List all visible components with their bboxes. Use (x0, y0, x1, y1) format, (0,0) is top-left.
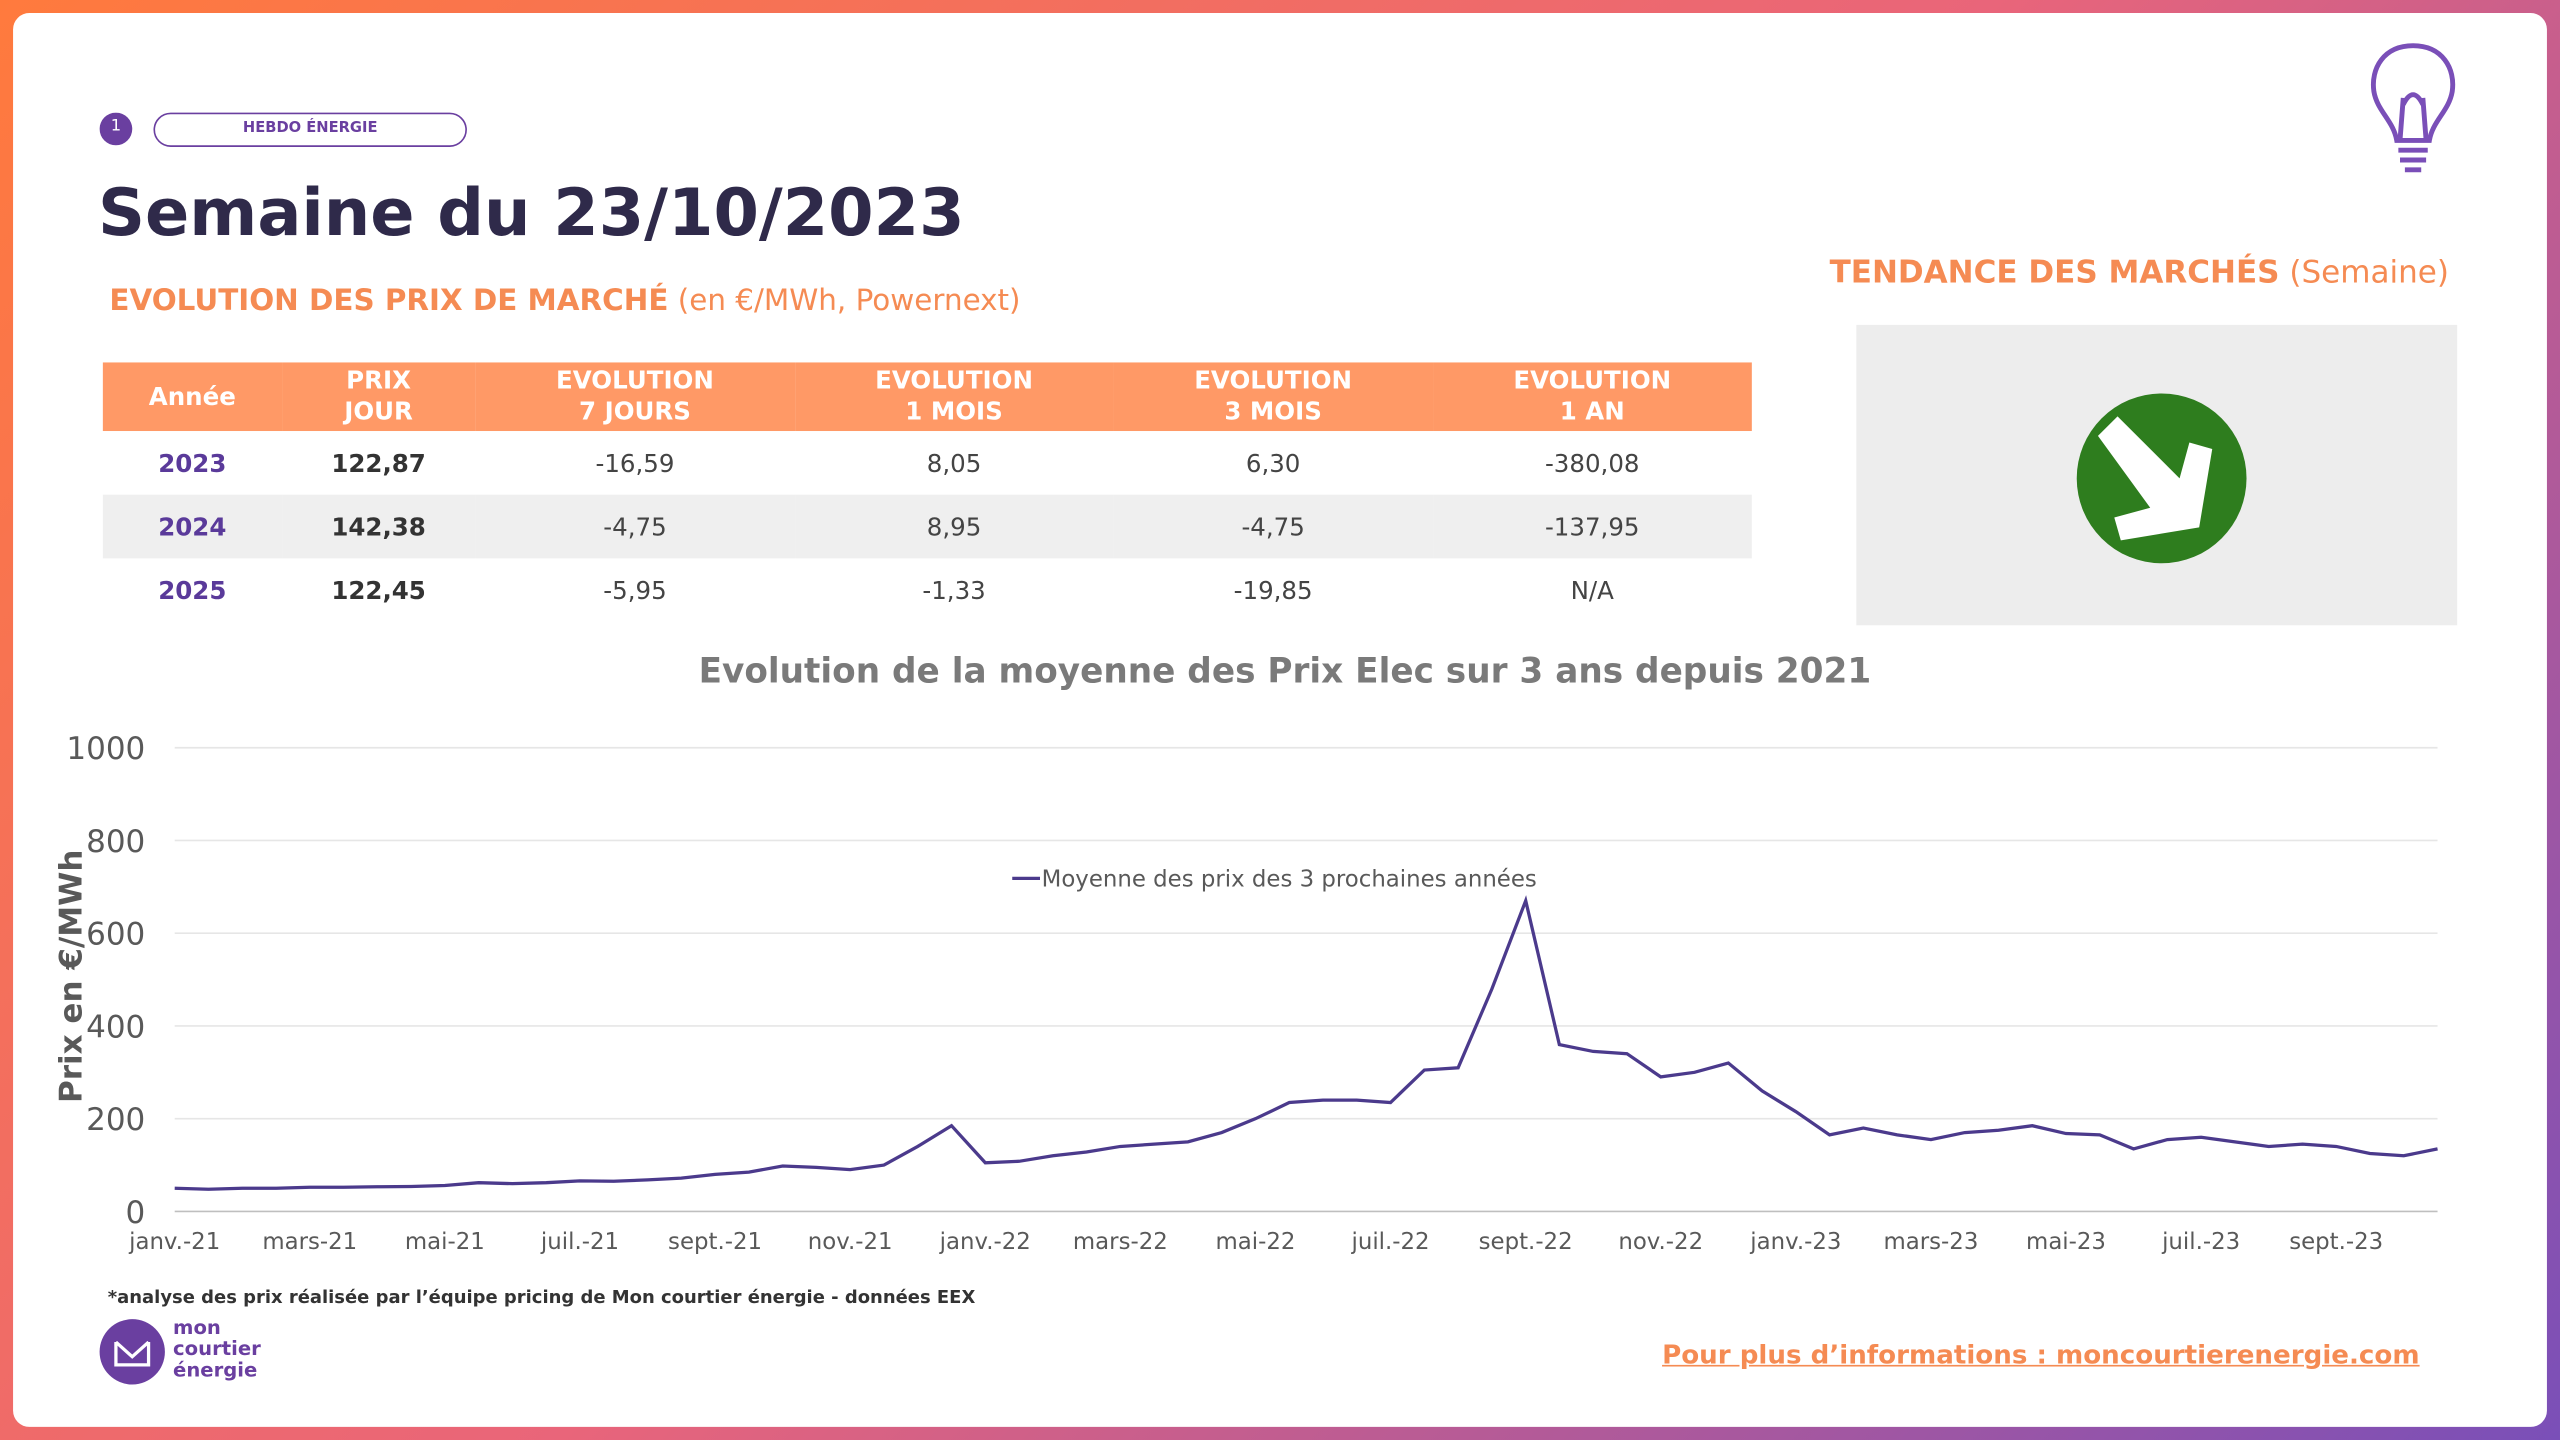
y-tick-label: 200 (86, 1102, 145, 1138)
logo-text: mon courtier énergie (173, 1315, 261, 1382)
logo-line: mon (173, 1315, 221, 1339)
trend-note: (Semaine) (2289, 254, 2449, 291)
page-badge (99, 112, 133, 146)
value-cell: -4,75 (475, 494, 795, 559)
x-tick-label: sept.-23 (2289, 1229, 2383, 1255)
logo-line: énergie (173, 1358, 258, 1382)
x-tick-label: sept.-22 (1479, 1229, 1573, 1255)
column-header: EVOLUTION 7 JOURS (475, 362, 795, 432)
value-cell: 122,45 (331, 575, 426, 605)
table-row: 2025 122,45 -5,95 -1,33 -19,85 N/A (103, 558, 1752, 622)
column-header: EVOLUTION 1 MOIS (794, 362, 1114, 432)
value-cell: -19,85 (1233, 575, 1313, 605)
x-tick-label: nov.-22 (1618, 1229, 1703, 1255)
x-tick-label: janv.-22 (939, 1229, 1031, 1255)
y-tick-label: 800 (86, 824, 145, 860)
column-header: EVOLUTION 3 MOIS (1113, 362, 1433, 432)
bulb-icon (2370, 43, 2456, 173)
table-header-row: Année PRIX JOUR EVOLUTION 7 JOURS EVOLUTION 1 … (102, 362, 1752, 432)
subtitle: EVOLUTION DES PRIX DE MARCHÉ (en €/MWh, … (109, 284, 1020, 318)
y-axis-title: Prix en €/MWh (54, 850, 90, 1103)
value-cell: -1,33 (922, 575, 986, 605)
value-cell: -4,75 (1113, 494, 1433, 559)
series-line (174, 895, 2438, 1191)
page-number: 1 (110, 117, 122, 136)
year-cell: 2025 (158, 575, 227, 605)
value-cell: 6,30 (1245, 448, 1301, 478)
trend-heading: TENDANCE DES MARCHÉS (Semaine) (1830, 255, 2449, 291)
x-tick-label: mai-23 (2026, 1229, 2106, 1255)
trend-arrow (2076, 393, 2247, 564)
value-cell: -16,59 (595, 448, 675, 478)
x-tick-label: janv.-21 (128, 1229, 220, 1255)
value-cell: -380,08 (1544, 448, 1640, 478)
chart: Evolution de la moyenne des Prix Elec su… (54, 651, 2438, 1255)
y-tick-label: 600 (86, 917, 145, 953)
year-cell: 2023 (158, 448, 227, 478)
value-cell: -137,95 (1432, 494, 1752, 559)
x-tick-label: mai-22 (1215, 1229, 1295, 1255)
y-tick-label: 0 (126, 1195, 146, 1231)
tag: HEBDO ÉNERGIE (153, 112, 467, 147)
info-link[interactable]: Pour plus d’informations : moncourtieren… (1662, 1338, 2420, 1370)
header-line: EVOLUTION (875, 365, 1033, 396)
value-cell: 142,38 (281, 494, 476, 559)
header-line: 7 JOURS (579, 396, 691, 427)
x-tick-label: mars-22 (1073, 1229, 1168, 1255)
header-line: 1 AN (1559, 396, 1625, 427)
chart-title: Evolution de la moyenne des Prix Elec su… (699, 651, 1872, 691)
header-line: EVOLUTION (1194, 365, 1353, 396)
subtitle-main: EVOLUTION DES PRIX DE MARCHÉ (109, 284, 669, 319)
value-cell: 122,87 (331, 448, 426, 478)
logo-line: courtier (173, 1337, 261, 1360)
legend-label: Moyenne des prix des 3 prochaines années (1042, 867, 1537, 893)
title: Semaine du 23/10/2023 (97, 176, 965, 252)
column-header: PRIX JOUR (281, 362, 476, 432)
x-tick-label: sept.-21 (668, 1229, 762, 1255)
y-tick-label: 400 (86, 1009, 145, 1045)
header-line: Année (148, 381, 236, 411)
slide: 1 HEBDO ÉNERGIE Semaine du 23/10/2023 EV… (13, 13, 2547, 1427)
column-header: EVOLUTION 1 AN (1432, 362, 1752, 432)
header-line: PRIX (346, 365, 411, 396)
header-line: EVOLUTION (1513, 365, 1672, 396)
x-tick-label: janv.-23 (1749, 1229, 1841, 1255)
header-line: JOUR (344, 396, 413, 427)
subtitle-note: (en €/MWh, Powernext) (677, 284, 1021, 319)
value-cell: -5,95 (603, 575, 667, 605)
table-row: 2024 142,38 -4,75 8,95 -4,75 -137,95 (102, 494, 1752, 559)
x-tick-label: juil.-23 (2161, 1229, 2240, 1255)
x-tick-label: nov.-21 (808, 1229, 893, 1255)
column-header: Année (102, 362, 282, 432)
price-table: Année PRIX JOUR EVOLUTION 7 JOURS EVOLUTION 1 … (102, 362, 1752, 622)
value-cell: 8,05 (926, 448, 982, 478)
header-line: EVOLUTION (556, 365, 714, 396)
trend-title: TENDANCE DES MARCHÉS (1829, 254, 2280, 291)
value-cell: 8,95 (794, 494, 1114, 559)
x-tick-label: juil.-22 (1351, 1229, 1430, 1255)
y-tick-label: 1000 (66, 731, 145, 767)
x-tick-label: juil.-21 (540, 1229, 619, 1255)
value-cell: N/A (1570, 575, 1614, 605)
x-tick-label: mars-23 (1884, 1229, 1979, 1255)
table-row: 2023 122,87 -16,59 8,05 6,30 -380,08 (103, 431, 1752, 495)
footnote: *analyse des prix réalisée par l’équipe … (107, 1286, 976, 1308)
x-tick-label: mars-21 (262, 1229, 357, 1255)
trend-box (1856, 324, 2458, 626)
year-cell: 2024 (102, 494, 282, 559)
header-line: 3 MOIS (1224, 396, 1322, 427)
x-tick-label: mai-21 (405, 1229, 485, 1255)
header-line: 1 MOIS (905, 396, 1003, 427)
logo-icon (99, 1319, 165, 1385)
